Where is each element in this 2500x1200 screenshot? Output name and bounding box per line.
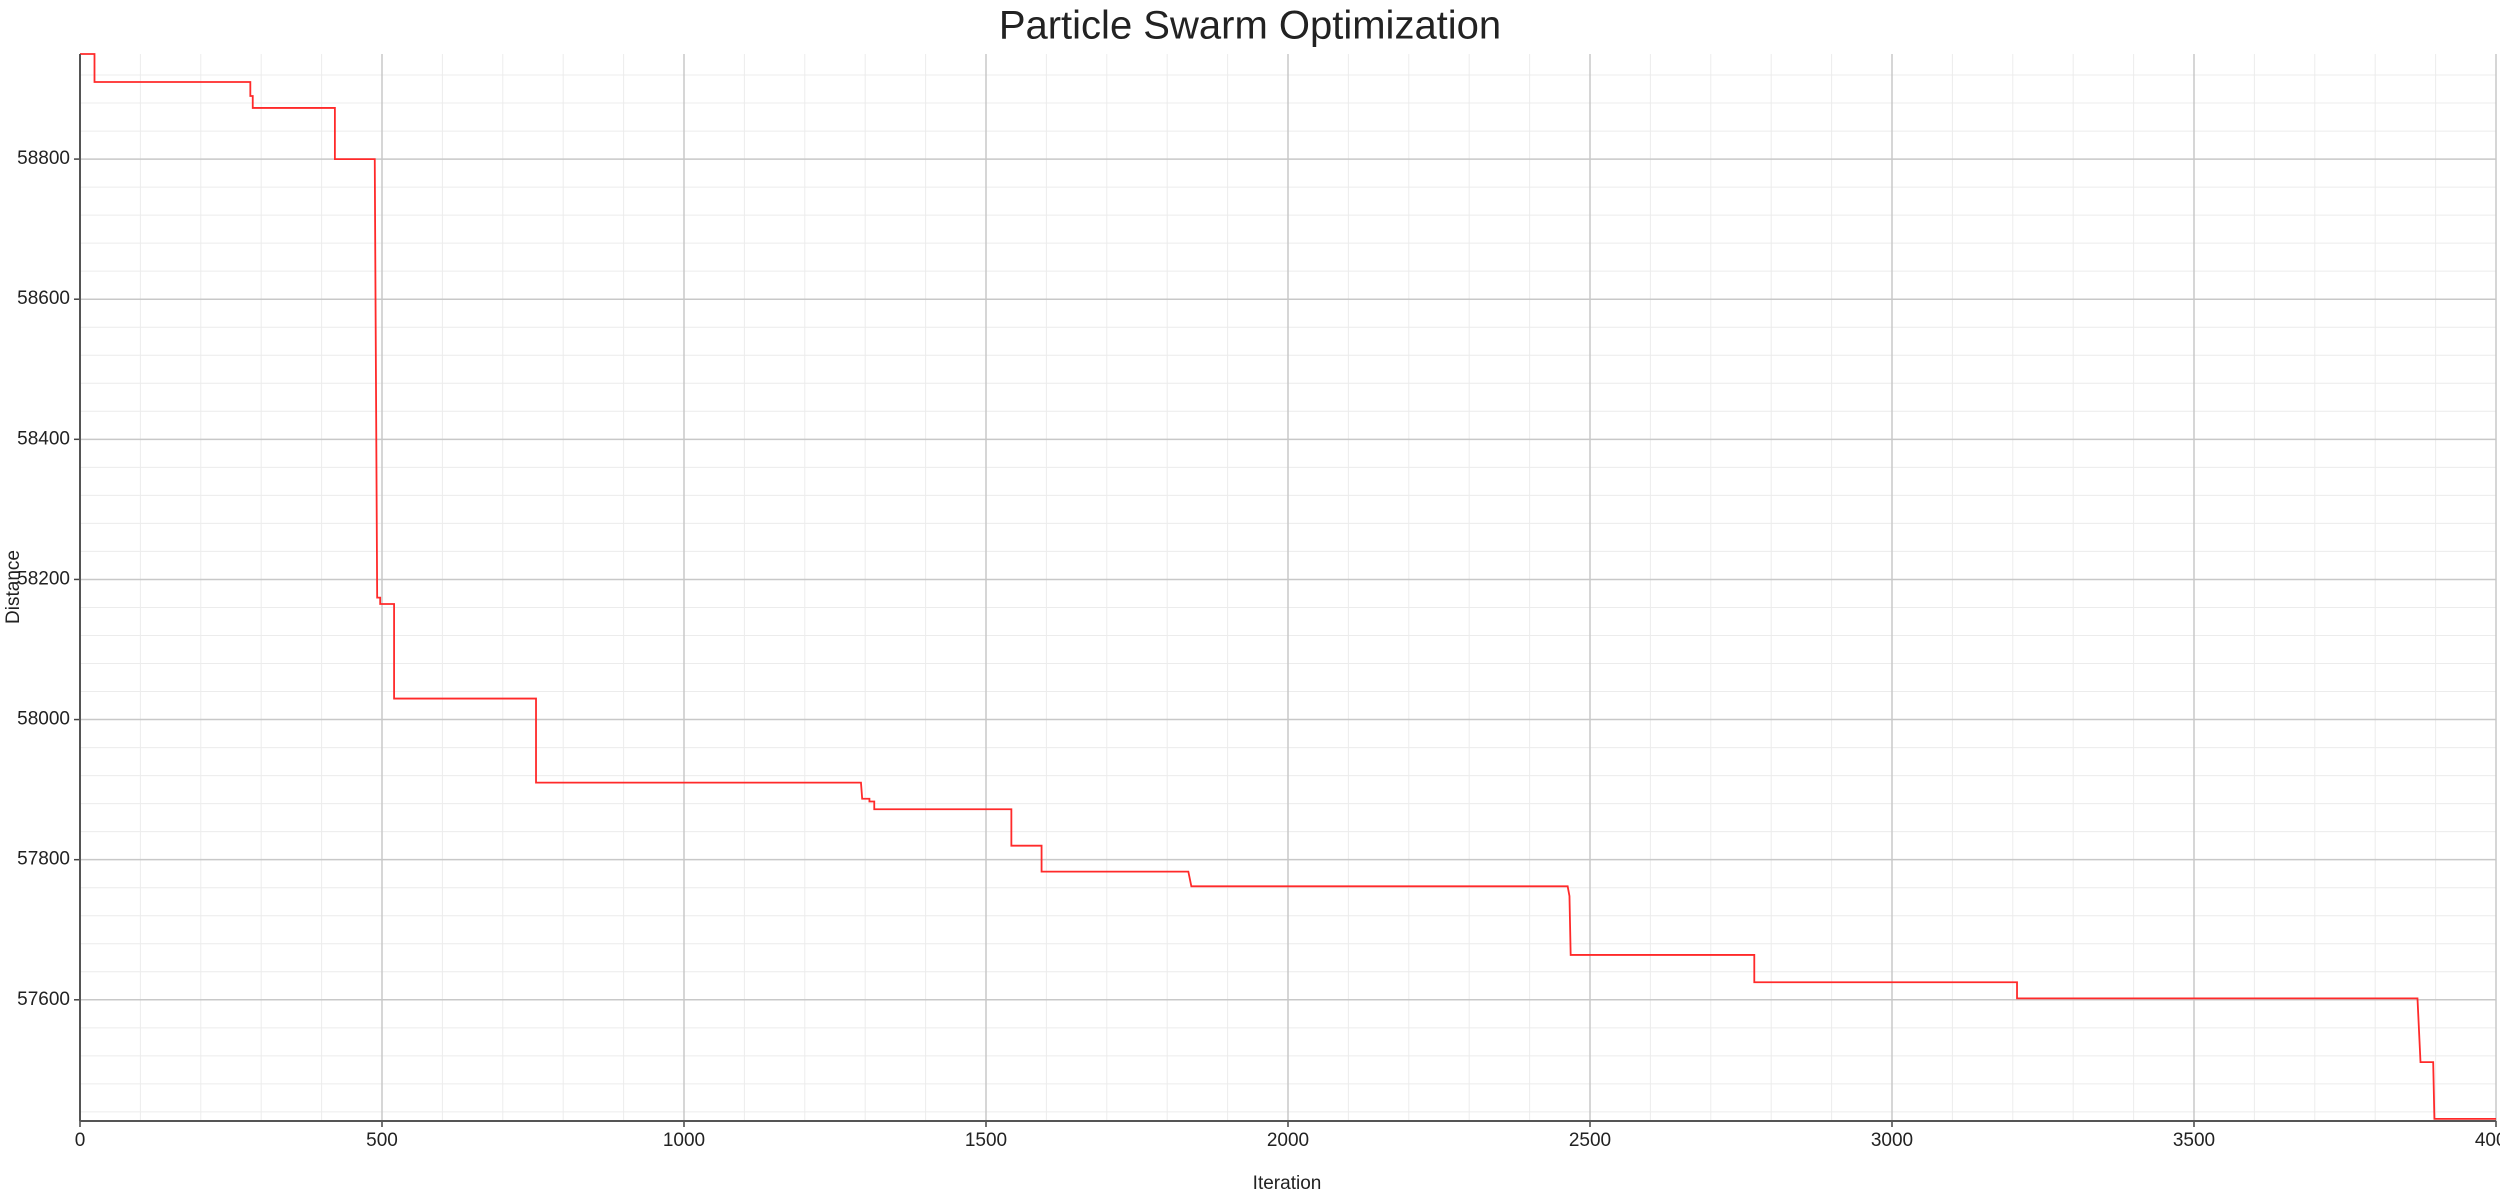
chart-title: Particle Swarm Optimization	[999, 4, 1501, 48]
plot	[80, 53, 2496, 1120]
data-line	[80, 53, 2496, 1120]
x-tick-label: 0	[75, 1130, 86, 1151]
x-tick-label: 4000	[2475, 1130, 2500, 1151]
y-tick-label: 58200	[17, 568, 70, 589]
x-tick-label: 1500	[965, 1130, 1007, 1151]
x-tick-label: 2000	[1267, 1130, 1309, 1151]
y-tick-label: 57600	[17, 989, 70, 1010]
y-axis-label: Distance	[3, 550, 24, 624]
y-tick-label: 58000	[17, 709, 70, 730]
y-tick-label: 58800	[17, 148, 70, 169]
x-axis-label: Iteration	[1253, 1173, 1322, 1194]
y-tick-label: 58400	[17, 428, 70, 449]
x-tick-label: 3000	[1871, 1130, 1913, 1151]
y-tick-label: 58600	[17, 288, 70, 309]
x-tick-label: 3500	[2173, 1130, 2215, 1151]
x-tick-label: 500	[366, 1130, 398, 1151]
x-tick-label: 1000	[663, 1130, 705, 1151]
y-tick-label: 57800	[17, 849, 70, 870]
grid	[74, 54, 2497, 1127]
x-tick-label: 2500	[1569, 1130, 1611, 1151]
